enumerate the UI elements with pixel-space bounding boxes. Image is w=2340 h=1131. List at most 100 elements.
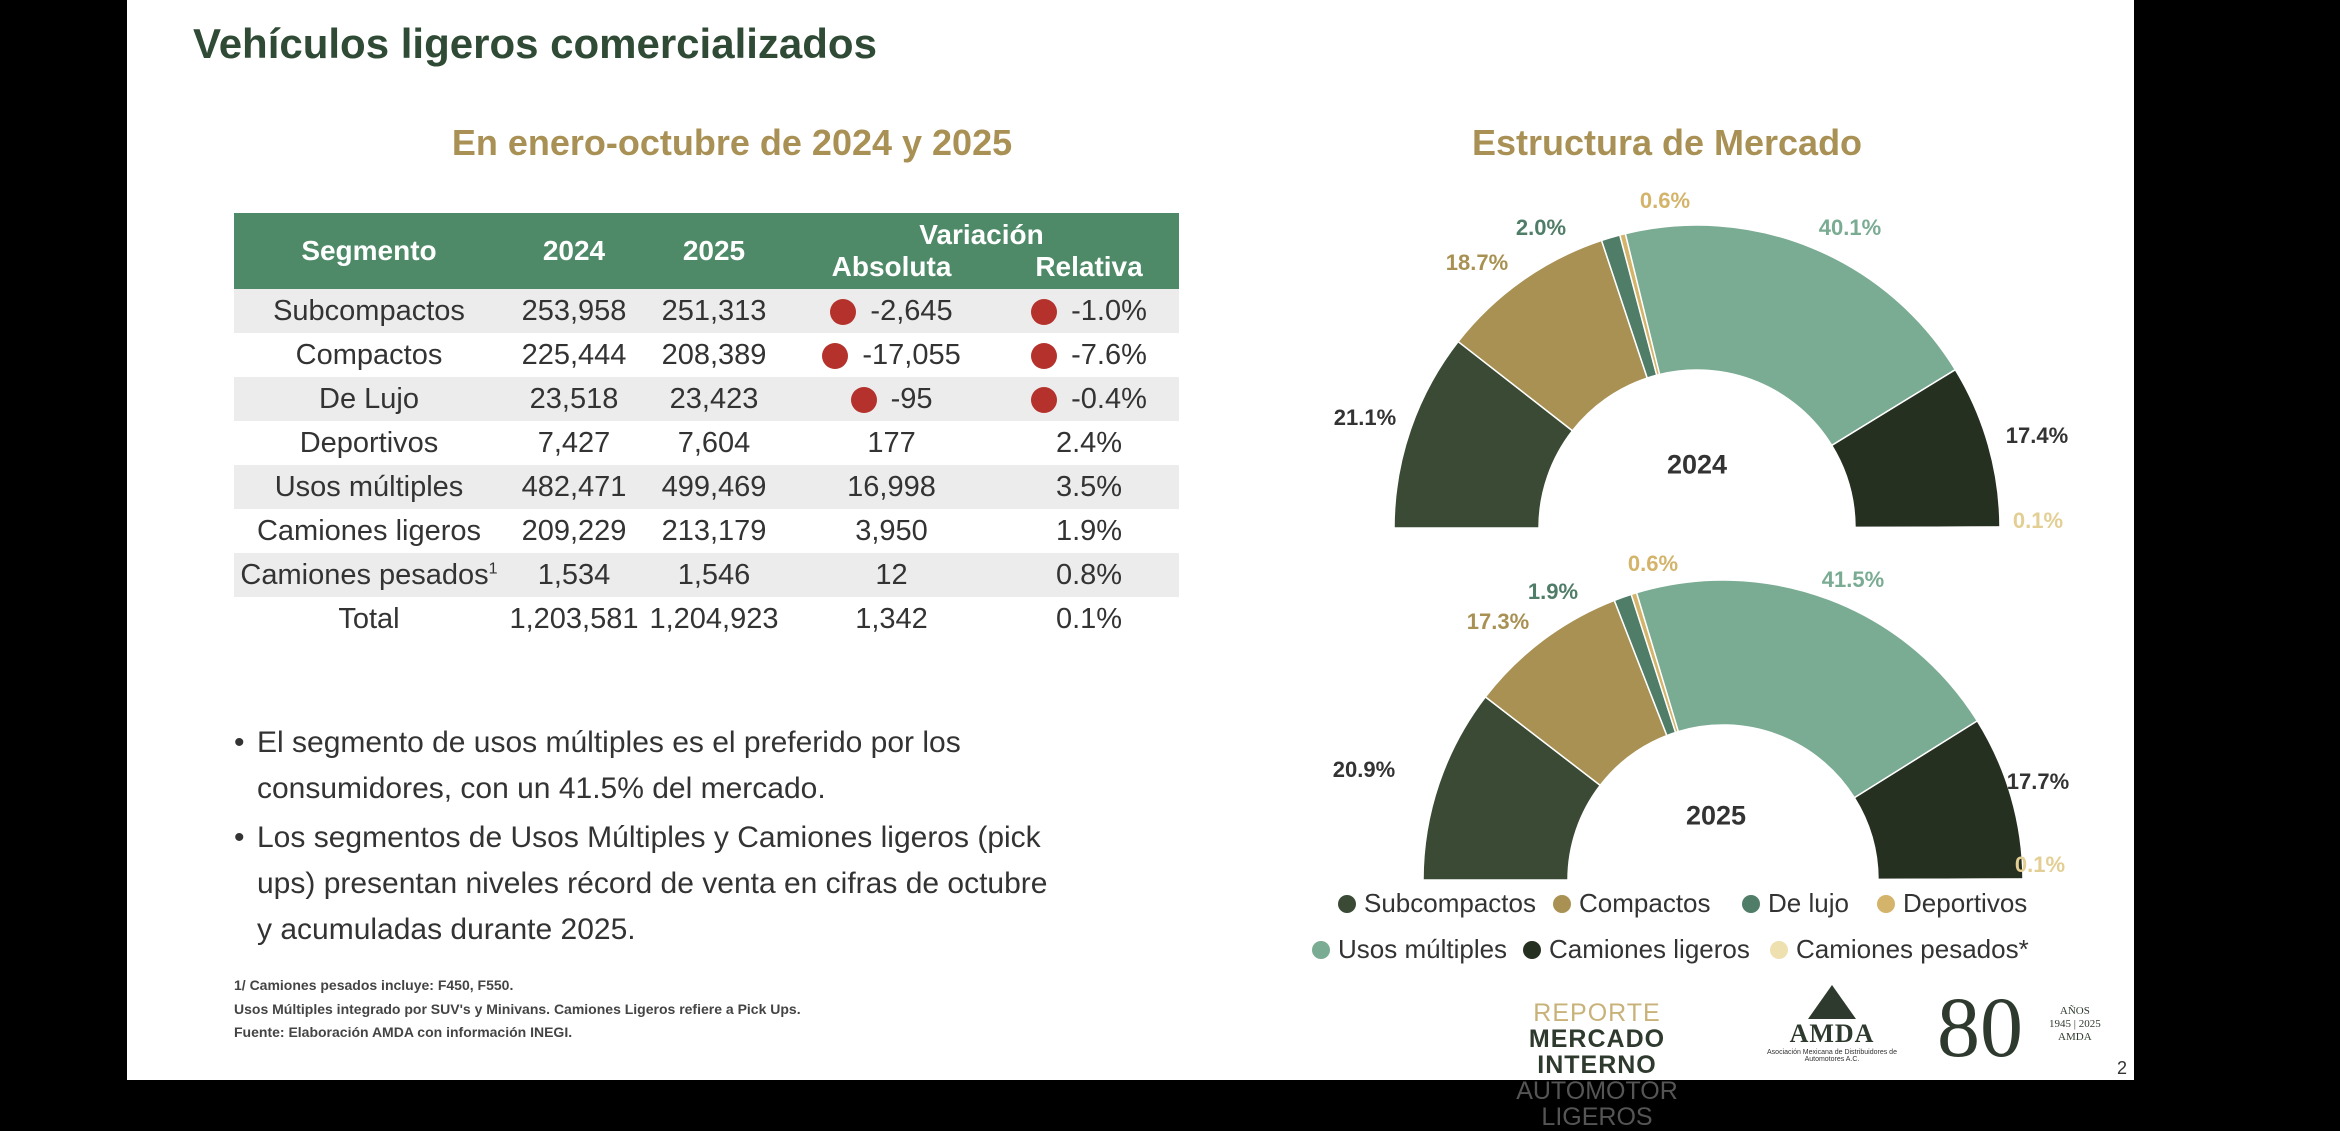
cell-2024: 7,427 <box>537 426 611 459</box>
legend-item: De lujo <box>1742 888 1849 919</box>
data-label: 17.3% <box>1466 609 1530 634</box>
footnote-2: Usos Múltiples integrado por SUV's y Min… <box>234 1001 801 1017</box>
negative-indicator-icon <box>1031 298 1058 325</box>
footnote-3: Fuente: Elaboración AMDA con información… <box>234 1024 573 1040</box>
cell-2024: 482,471 <box>504 465 644 509</box>
cell-2024: 253,958 <box>504 289 644 333</box>
legend-item: Camiones pesados* <box>1770 934 2029 965</box>
page-title: Vehículos ligeros comercializados <box>193 20 877 67</box>
slice-2024-usos-m-ltiples <box>1624 224 1957 447</box>
bullet-icon: • <box>234 821 245 854</box>
data-label: 18.7% <box>1445 250 1509 275</box>
cell-absolute: -17,055 <box>784 333 999 377</box>
legend-swatch-icon <box>1312 940 1330 959</box>
cell-absolute: 177 <box>867 426 916 459</box>
page-number: 2 <box>2117 1058 2128 1078</box>
slice-2024-camiones-pesados- <box>1854 526 2001 529</box>
cell-absolute: -2,645 <box>784 289 1000 333</box>
legend-swatch-icon <box>1770 940 1788 959</box>
data-label: 0.1% <box>2014 852 2066 877</box>
table-row: De Lujo 23,518 23,423 -95 -0.4% <box>234 377 1179 421</box>
data-label: 1.9% <box>1527 579 1579 604</box>
table-row: Subcompactos 253,958 251,313 -2,645 -1.0% <box>234 289 1179 333</box>
cell-2025: 7,604 <box>677 426 751 459</box>
cell-2025: 208,389 <box>661 338 767 371</box>
cell-2025: 251,313 <box>644 289 784 333</box>
cell-relative: 0.1% <box>1055 602 1123 635</box>
cell-absolute: -95 <box>784 377 1000 421</box>
table-row: Compactos 225,444 208,389 -17,055 -7.6% <box>234 333 1179 377</box>
table-subtitle: En enero-octubre de 2024 y 2025 <box>451 122 1013 163</box>
market-structure-chart <box>1393 224 2024 881</box>
footnote-1: 1/ Camiones pesados incluye: F450, F550. <box>234 977 514 993</box>
cell-absolute: 1,342 <box>855 602 928 635</box>
legend-item: Camiones ligeros <box>1523 934 1750 965</box>
data-label: 17.4% <box>2005 423 2069 448</box>
slice-2025-usos-m-ltiples <box>1635 579 1979 799</box>
table-header-row: Segmento 2024 2025 Variación <box>234 213 1179 289</box>
negative-indicator-icon <box>850 386 877 413</box>
negative-indicator-icon <box>1031 386 1058 413</box>
header-segment: Segmento <box>234 213 504 289</box>
bullet-icon: • <box>234 726 245 759</box>
header-variation: Variación <box>784 213 1179 251</box>
table-row: Total 1,203,581 1,204,923 1,342 0.1% <box>234 597 1179 641</box>
negative-indicator-icon <box>822 342 849 369</box>
sales-table: Segmento 2024 2025 Variación Absoluta Re… <box>234 213 1179 641</box>
cell-relative: 3.5% <box>999 465 1179 509</box>
year-label-2024: 2024 <box>1666 449 1728 480</box>
cell-relative: -7.6% <box>999 333 1179 377</box>
cell-segment: De Lujo <box>234 377 504 421</box>
cell-segment: Compactos <box>295 338 443 371</box>
slice-2025-camiones-pesados- <box>1877 878 2024 881</box>
data-label: 0.1% <box>2012 508 2064 533</box>
slide: Vehículos ligeros comercializados En ene… <box>127 0 2134 1130</box>
legend-item: Subcompactos <box>1338 888 1536 919</box>
data-label: 17.7% <box>2006 769 2070 794</box>
cell-segment: Usos múltiples <box>234 465 504 509</box>
legend-item: Deportivos <box>1877 888 2027 919</box>
data-label: 40.1% <box>1818 215 1882 240</box>
header-2025: 2025 <box>644 213 784 289</box>
cell-relative: 2.4% <box>1055 426 1123 459</box>
cell-segment: Subcompactos <box>234 289 504 333</box>
table-row: Deportivos 7,427 7,604 177 2.4% <box>234 421 1179 465</box>
legend-swatch-icon <box>1553 894 1571 913</box>
legend-swatch-icon <box>1523 940 1541 959</box>
year-label-2025: 2025 <box>1685 800 1747 831</box>
cell-2025: 213,179 <box>661 514 767 547</box>
cell-2024: 1,534 <box>504 553 644 597</box>
bullet-2: • Los segmentos de Usos Múltiples y Cami… <box>234 815 1234 953</box>
table-row: Camiones pesados1 1,534 1,546 12 0.8% <box>234 553 1179 597</box>
cell-segment: Total <box>338 602 400 635</box>
cell-2024: 209,229 <box>521 514 627 547</box>
report-branding: REPORTE MERCADO INTERNO AUTOMOTOR LIGERO… <box>1516 999 1678 1131</box>
legend-swatch-icon <box>1877 894 1895 913</box>
legend-swatch-icon <box>1338 894 1356 913</box>
header-2024: 2024 <box>504 213 644 289</box>
cell-2025: 1,546 <box>644 553 784 597</box>
amda-logo: AMDA Asociación Mexicana de Distribuidor… <box>1767 985 1897 1063</box>
cell-absolute: 16,998 <box>784 465 1000 509</box>
cell-absolute: 3,950 <box>855 514 928 547</box>
data-label: 20.9% <box>1332 757 1396 782</box>
80-years-logo: 80 AÑOS 1945 | 2025 AMDA <box>1937 979 2101 1075</box>
bullet-1: • El segmento de usos múltiples es el pr… <box>234 720 1234 812</box>
legend-item: Usos múltiples <box>1312 934 1507 965</box>
cell-relative: 0.8% <box>999 553 1179 597</box>
cell-segment: Camiones pesados1 <box>234 553 504 597</box>
data-label: 41.5% <box>1821 567 1885 592</box>
cell-2025: 1,204,923 <box>649 602 779 635</box>
cell-relative: -1.0% <box>999 289 1179 333</box>
table-row: Camiones ligeros 209,229 213,179 3,950 1.9% <box>234 509 1179 553</box>
cell-absolute: 12 <box>784 553 1000 597</box>
data-label: 21.1% <box>1333 405 1397 430</box>
cell-segment: Deportivos <box>299 426 439 459</box>
cell-2025: 23,423 <box>644 377 784 421</box>
cell-segment: Camiones ligeros <box>256 514 482 547</box>
footnote-marker: 1 <box>488 559 498 577</box>
data-label: 2.0% <box>1515 215 1567 240</box>
header-relative: Relativa <box>999 251 1179 289</box>
table-row: Usos múltiples 482,471 499,469 16,998 3.5% <box>234 465 1179 509</box>
cell-2024: 225,444 <box>521 338 627 371</box>
